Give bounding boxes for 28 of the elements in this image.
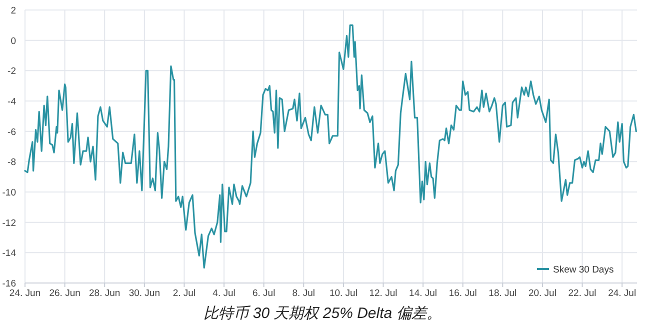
y-tick-label: 2 bbox=[10, 6, 16, 16]
x-tick-label: 8. Jul bbox=[292, 288, 315, 299]
x-tick-label: 2. Jul bbox=[172, 288, 196, 299]
y-tick-label: 0 bbox=[10, 36, 16, 47]
x-tick-label: 14. Jul bbox=[409, 288, 438, 299]
x-tick-label: 24. Jun bbox=[9, 288, 41, 299]
y-tick-label: -8 bbox=[8, 157, 16, 168]
x-tick-label: 18. Jul bbox=[488, 288, 517, 299]
y-tick-label: -6 bbox=[8, 126, 16, 138]
x-tick-label: 4. Jul bbox=[212, 288, 236, 299]
x-tick-label: 10. Jul bbox=[329, 288, 358, 299]
x-tick-label: 16. Jul bbox=[448, 288, 477, 299]
y-tick-label: -10 bbox=[2, 188, 16, 198]
x-tick-label: 24. Jul bbox=[608, 288, 636, 299]
x-tick-label: 22. Jul bbox=[568, 288, 596, 299]
y-tick-label: -4 bbox=[8, 96, 16, 108]
text: 比特币 30 天期权 25% Delta 偏差。 bbox=[204, 305, 442, 322]
y-tick-label: -2 bbox=[8, 66, 16, 78]
x-tick-label: 30. Jun bbox=[128, 288, 160, 299]
x-tick-label: 6. Jul bbox=[252, 288, 276, 299]
x-tick-label: 28. Jun bbox=[89, 288, 120, 299]
x-tick-label: 12. Jul bbox=[369, 288, 398, 299]
y-tick-label: -14 bbox=[2, 248, 16, 260]
y-tick-label: -12 bbox=[2, 218, 16, 229]
y-tick-label: -16 bbox=[2, 278, 16, 290]
x-tick-label: 20. Jul bbox=[528, 288, 556, 299]
legend-label: Skew 30 Days bbox=[553, 264, 614, 276]
x-tick-label: 26. Jun bbox=[49, 288, 80, 299]
